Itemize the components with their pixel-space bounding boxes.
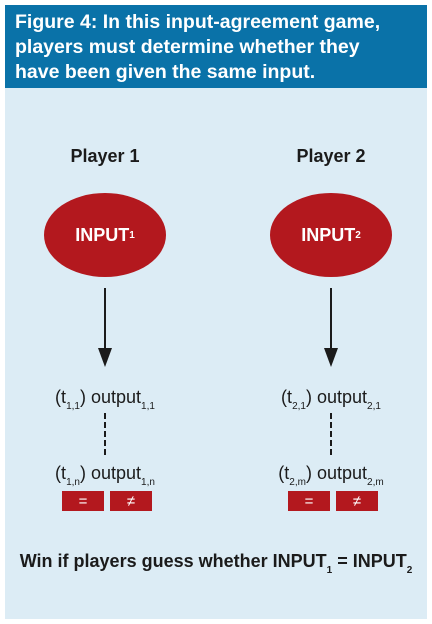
t-label: t <box>61 463 67 483</box>
player-2-input-subscript: 2 <box>355 229 361 241</box>
player-1-input-text: INPUT <box>75 224 130 245</box>
paren-close: ) <box>305 387 312 407</box>
t-subscript: 1,n <box>66 477 80 488</box>
caption-line-3: have been given the same input. <box>15 61 316 83</box>
player-2-input-text: INPUT <box>301 224 356 245</box>
player-1-output-last: (t1,n) output1,n <box>25 463 185 488</box>
t-label: t <box>61 387 67 407</box>
win-equals: = <box>332 551 353 571</box>
caption-line-1: Figure 4: In this input-agreement game, <box>15 11 381 33</box>
player-1-input-node: INPUT 1 <box>44 193 166 277</box>
player-1-output-first: (t1,1) output1,1 <box>25 387 185 412</box>
win-input-1: INPUT <box>272 551 327 571</box>
t-subscript: 2,m <box>289 477 306 488</box>
paren-open: ( <box>281 387 288 407</box>
player-1-equal-button[interactable]: = <box>62 491 104 511</box>
output-subscript: 2,1 <box>367 401 381 412</box>
player-2-input-node: INPUT 2 <box>270 193 392 277</box>
output-subscript: 1,n <box>141 477 155 488</box>
player-2-output-first: (t2,1) output2,1 <box>251 387 411 412</box>
figure: Figure 4: In this input-agreement game, … <box>5 5 427 619</box>
win-input-2: INPUT <box>352 551 407 571</box>
t-label: t <box>284 463 290 483</box>
paren-close: ) <box>305 463 312 483</box>
player-2-arrow-line <box>330 288 332 350</box>
figure-caption: Figure 4: In this input-agreement game, … <box>5 5 427 88</box>
win-sub-1: 1 <box>326 565 333 576</box>
output-word: output <box>90 463 142 483</box>
player-2-not-equal-button[interactable]: ≠ <box>336 491 378 511</box>
paren-open: ( <box>55 387 62 407</box>
t-subscript: 2,1 <box>292 401 306 412</box>
player-1-arrow-line <box>104 288 106 350</box>
t-subscript: 1,1 <box>66 401 80 412</box>
output-word: output <box>316 463 368 483</box>
t-label: t <box>287 387 293 407</box>
win-condition: Win if players guess whether INPUT1 = IN… <box>5 551 427 576</box>
player-1-arrow-head <box>98 348 112 367</box>
output-subscript: 2,m <box>367 477 384 488</box>
player-2-equal-button[interactable]: = <box>288 491 330 511</box>
player-1-label: Player 1 <box>70 146 140 166</box>
player-2-ellipsis-dashes <box>330 413 332 455</box>
win-prefix: Win if players guess whether <box>19 551 273 571</box>
output-word: output <box>316 387 368 407</box>
player-1-input-subscript: 1 <box>129 229 135 241</box>
paren-close: ) <box>79 463 86 483</box>
output-subscript: 1,1 <box>141 401 155 412</box>
paren-close: ) <box>79 387 86 407</box>
win-sub-2: 2 <box>406 565 413 576</box>
player-1-not-equal-button[interactable]: ≠ <box>110 491 152 511</box>
player-2-arrow-head <box>324 348 338 367</box>
paren-open: ( <box>55 463 62 483</box>
caption-line-2: players must determine whether they <box>15 36 360 58</box>
player-2-output-last: (t2,m) output2,m <box>251 463 411 488</box>
output-word: output <box>90 387 142 407</box>
paren-open: ( <box>278 463 285 483</box>
player-2-label: Player 2 <box>296 146 366 166</box>
player-1-ellipsis-dashes <box>104 413 106 455</box>
